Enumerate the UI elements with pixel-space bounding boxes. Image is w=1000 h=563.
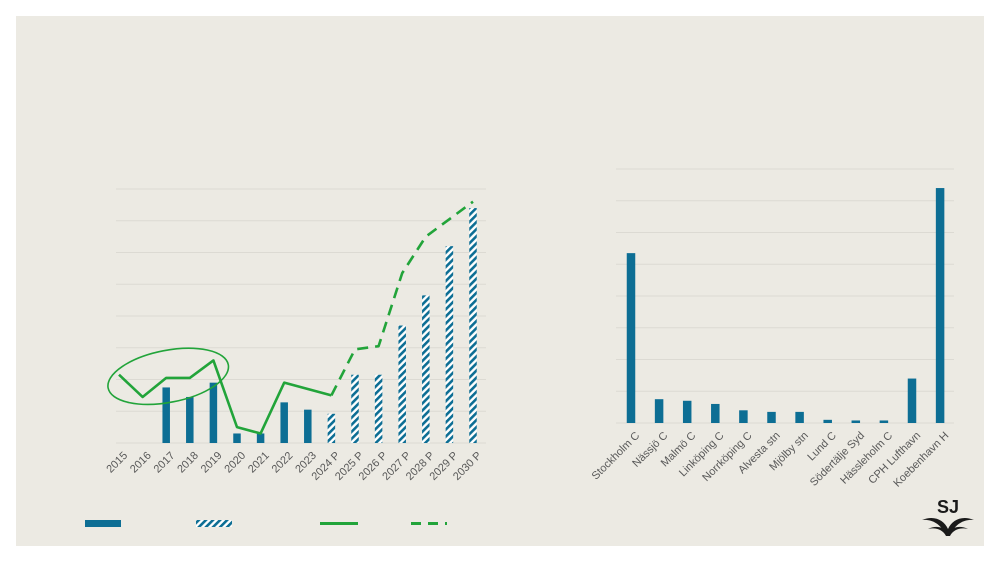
bar-alvesta-stn [767,411,776,423]
legend-item-solid-line [320,522,358,525]
highlight-ellipse [107,347,230,406]
actual-line [118,359,332,435]
bar-s-dert-lje-syd [851,420,861,423]
bar-mj-lby-stn [795,411,804,423]
legend-swatch-hatched-bar [196,520,232,527]
bar-link-ping-c [711,403,720,423]
bar-h-ssleholm-c [879,420,889,423]
bar-2026-p [374,374,383,443]
bar-2023 [304,409,312,443]
bar-n-ssj-c [654,399,664,423]
sj-logo-icon: SJ [922,497,974,536]
bar-2029-p [445,246,454,443]
bar-2020 [233,433,241,443]
legend-item-hatched-bar [196,520,232,527]
legend-swatch-solid-bar [85,520,121,527]
bar-2028-p [422,295,430,443]
bar-cph-lufthavn [907,378,917,423]
annual-chart: 2015201620172018201920202021202220232024… [104,188,486,483]
sj-logo-text: SJ [937,497,959,517]
legend-item-dashed-line [411,522,447,525]
bar-2018 [186,396,194,443]
bar-2019 [209,382,218,443]
bar-2030-p [469,208,477,443]
bar-2021 [256,433,265,443]
bar-2025-p [351,374,359,443]
bar-malm-c [682,400,692,423]
legend-item-solid-bar [85,520,121,527]
projection-line [330,200,474,396]
bar-2027-p [398,325,406,443]
bar-norrk-ping-c [739,410,748,423]
bar-2017 [162,387,170,443]
bar-2024-p [327,413,336,443]
bar-stockholm-c [626,253,636,423]
bar-koebenhavn-h [935,188,945,423]
slide-canvas: 2015 2016 2017 2018 2019 2020 2021 2022 2023 2024… [16,16,984,546]
bar-lund-c [823,419,832,423]
bar-2022 [280,402,288,443]
